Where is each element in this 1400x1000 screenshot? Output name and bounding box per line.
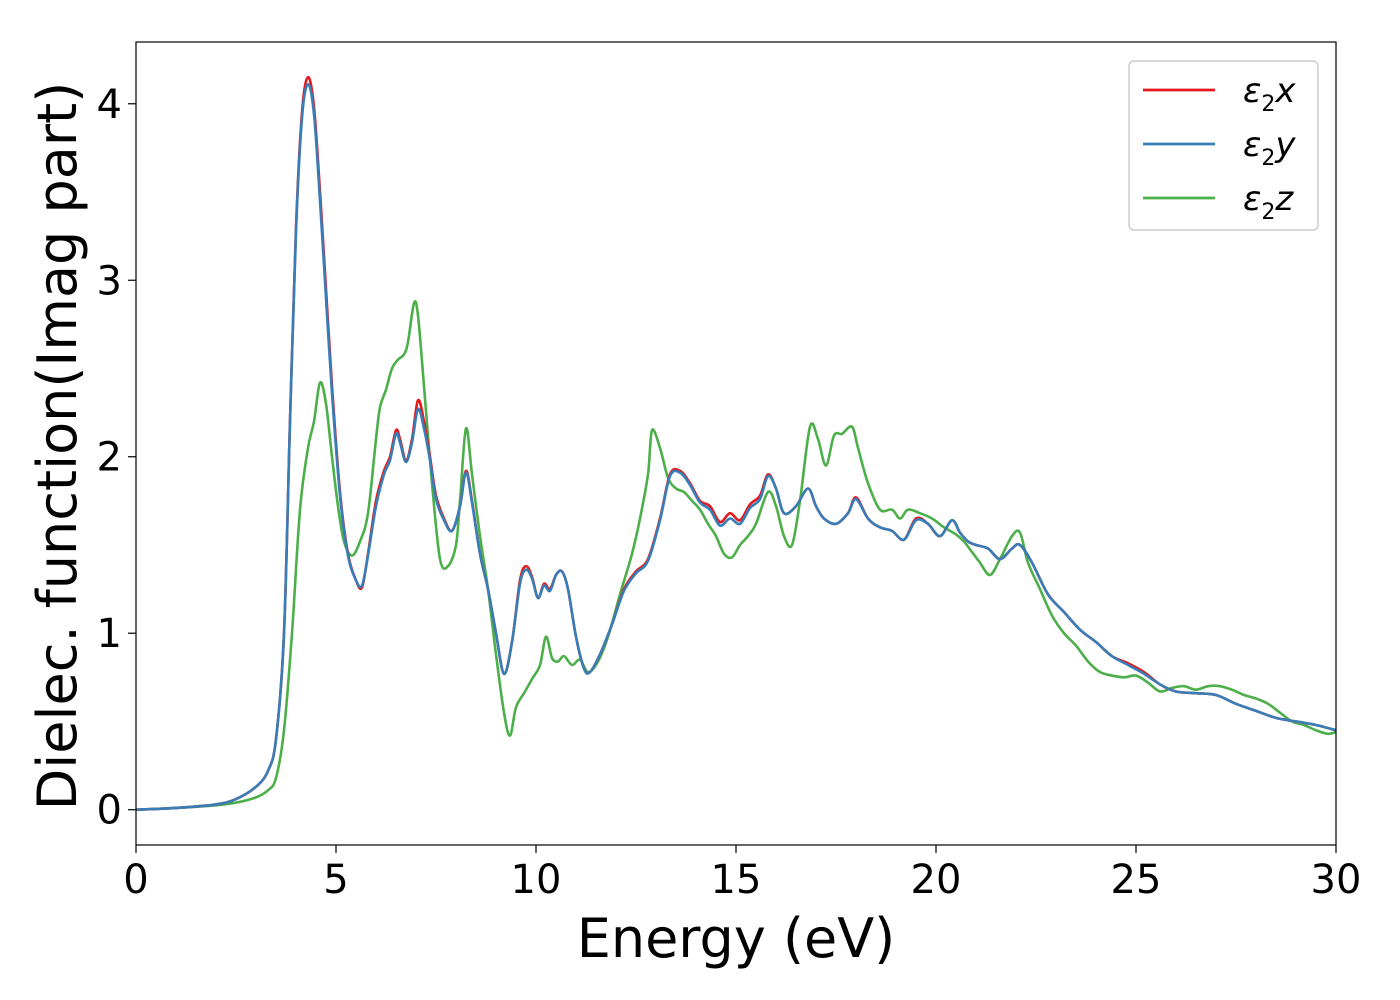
x-axis: 0 5 10 15 20 25 30 [123,845,1361,903]
legend: ε2x ε2y ε2z [1128,60,1319,231]
legend-entries: ε2x ε2y ε2z [1143,71,1296,225]
legend-label-x: ε2x [1243,71,1296,117]
series-line-z [136,300,1336,811]
y-tick-label: 0 [97,788,122,834]
y-tick-label: 3 [97,258,122,304]
x-tick-label: 15 [711,857,762,903]
x-tick-label: 20 [911,857,962,903]
legend-label-z: ε2z [1243,179,1294,225]
x-tick-label: 0 [123,857,148,903]
x-tick-label: 5 [323,857,348,903]
y-tick-label: 1 [97,611,122,657]
x-tick-label: 30 [1311,857,1362,903]
y-axis-title: Dielec. function(Imag part) [26,82,89,811]
x-axis-title: Energy (eV) [577,907,896,970]
legend-label-y: ε2y [1243,125,1296,171]
y-axis: 0 1 2 3 4 [97,82,136,834]
x-tick-label: 10 [511,857,562,903]
y-tick-label: 4 [97,82,122,128]
y-tick-label: 2 [97,435,122,481]
legend-box [1128,60,1319,231]
x-tick-label: 25 [1111,857,1162,903]
series-line-y [136,83,1336,811]
series-layer [136,75,1336,811]
